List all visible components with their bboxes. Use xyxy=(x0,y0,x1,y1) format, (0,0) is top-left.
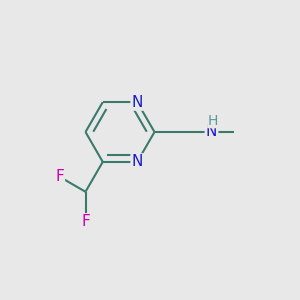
Text: F: F xyxy=(55,169,64,184)
Text: H: H xyxy=(208,114,218,128)
Text: N: N xyxy=(132,94,143,110)
Text: N: N xyxy=(206,124,217,140)
Text: N: N xyxy=(132,154,143,169)
Text: F: F xyxy=(81,214,90,229)
